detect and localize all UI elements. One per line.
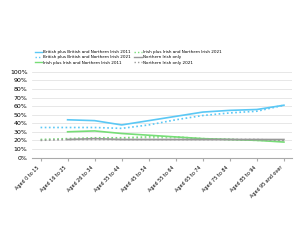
- Legend: British plus British and Northern Irish 2011, British plus British and Northern : British plus British and Northern Irish …: [35, 50, 222, 65]
